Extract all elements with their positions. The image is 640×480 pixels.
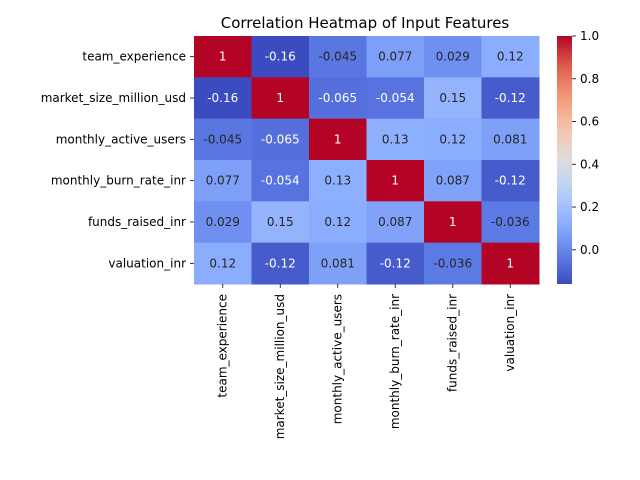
cell-annotation: -0.045 [203,132,242,146]
heatmap-cell [309,77,367,120]
row-tick-label: market_size_million_usd [41,91,186,105]
column-tick-label: valuation_inr [503,294,517,372]
cell-annotation: 1 [334,132,342,146]
heatmap-cell [194,242,252,285]
cell-annotation: 1 [449,215,457,229]
heatmap-cell [309,201,367,244]
colorbar-tick-label: 0.0 [580,243,599,257]
row-tick-label: valuation_inr [108,256,186,270]
colorbar-tick-label: 1.0 [580,29,599,43]
cell-annotation: -0.036 [433,256,472,270]
cell-annotation: -0.12 [265,256,296,270]
colorbar-tick-label: 0.6 [580,115,599,129]
cell-annotation: 0.081 [321,256,355,270]
heatmap-cell [424,77,482,120]
heatmap-cell [194,118,252,161]
heatmap-cell [481,118,540,161]
heatmap-cell [194,159,252,202]
cell-annotation: -0.045 [318,50,357,64]
heatmap-cell [424,36,482,78]
cell-annotation: -0.065 [261,132,300,146]
cell-annotation: 0.12 [497,50,524,64]
heatmap-cell [424,242,482,285]
heatmap-cell [251,118,310,161]
heatmap-cell [481,242,540,285]
cell-annotation: 0.087 [378,215,412,229]
heatmap-cell [251,159,310,202]
heatmap-cell [194,77,252,120]
cell-annotation: -0.16 [265,50,296,64]
heatmap-cell [481,159,540,202]
colorbar-tick-label: 0.8 [580,72,599,86]
heatmap-cell [366,118,425,161]
row-tick-label: monthly_active_users [56,132,186,146]
heatmap-cell [309,118,367,161]
heatmap-cell [424,201,482,244]
column-tick-label: funds_raised_inr [446,294,460,392]
heatmap-cell [251,242,310,285]
cell-annotation: 0.13 [382,132,409,146]
heatmap-cell [481,201,540,244]
cell-annotation: 0.029 [206,215,240,229]
cell-annotation: -0.054 [261,174,300,188]
colorbar: 0.0 0.2 0.4 0.6 0.8 1.0 [557,29,599,284]
colorbar-tick-label: 0.2 [580,200,599,214]
heatmap-cell [194,36,252,78]
cell-annotation: 0.12 [209,256,236,270]
heatmap-cell [481,36,540,78]
heatmap-cell [309,242,367,285]
heatmap-cell [366,159,425,202]
cell-annotation: 0.15 [267,215,294,229]
heatmap-cell [309,159,367,202]
cell-annotation: -0.12 [380,256,411,270]
heatmap-cell [424,118,482,161]
heatmap-cell [366,36,425,78]
heatmap-cell [481,77,540,120]
cell-annotation: 1 [219,50,227,64]
cell-annotation: 0.13 [324,174,351,188]
cell-annotation: -0.054 [376,91,415,105]
cell-annotation: -0.12 [495,174,526,188]
cell-annotation: 0.077 [378,50,412,64]
heatmap-cell [251,201,310,244]
column-tick-label: monthly_burn_rate_inr [388,294,402,429]
cell-annotation: -0.036 [491,215,530,229]
cell-annotation: 0.12 [324,215,351,229]
cell-annotation: 0.081 [493,132,527,146]
heatmap-cell [424,159,482,202]
column-tick-label: market_size_million_usd [273,294,287,439]
cell-annotation: 0.15 [439,91,466,105]
row-tick-labels: team_experience market_size_million_usdmo… [41,50,194,270]
heatmap-cells: 1 -0.16 -0.045 0.077 0.029 0.12 -0.16 1 -0.065 -0… [194,36,540,285]
cell-annotation: -0.12 [495,91,526,105]
heatmap-cell [309,36,367,78]
heatmap-cell [366,242,425,285]
cell-annotation: 1 [276,91,284,105]
heatmap-cell [194,201,252,244]
cell-annotation: 0.077 [206,174,240,188]
cell-annotation: -0.065 [318,91,357,105]
heatmap-cell [366,201,425,244]
cell-annotation: 0.12 [439,132,466,146]
row-tick-label: monthly_burn_rate_inr [51,174,186,188]
row-tick-label: team_experience [82,50,186,64]
cell-annotation: 1 [391,174,399,188]
heatmap-cell [251,77,310,120]
cell-annotation: 0.087 [436,174,470,188]
colorbar-tick-label: 0.4 [580,157,599,171]
cell-annotation: 0.029 [436,50,470,64]
colorbar-gradient [557,36,572,284]
heatmap-cell [251,36,310,78]
cell-annotation: 1 [506,256,514,270]
heatmap-cell [366,77,425,120]
colorbar-ticks: 0.0 0.2 0.4 0.6 0.8 1.0 [572,29,599,257]
row-tick-label: funds_raised_inr [88,215,186,229]
chart-title: Correlation Heatmap of Input Features [221,14,510,32]
cell-annotation: -0.16 [207,91,238,105]
column-tick-labels: team_experience market_size_million_usd mo… [216,283,517,439]
column-tick-label: team_experience [216,294,230,398]
column-tick-label: monthly_active_users [331,294,345,424]
